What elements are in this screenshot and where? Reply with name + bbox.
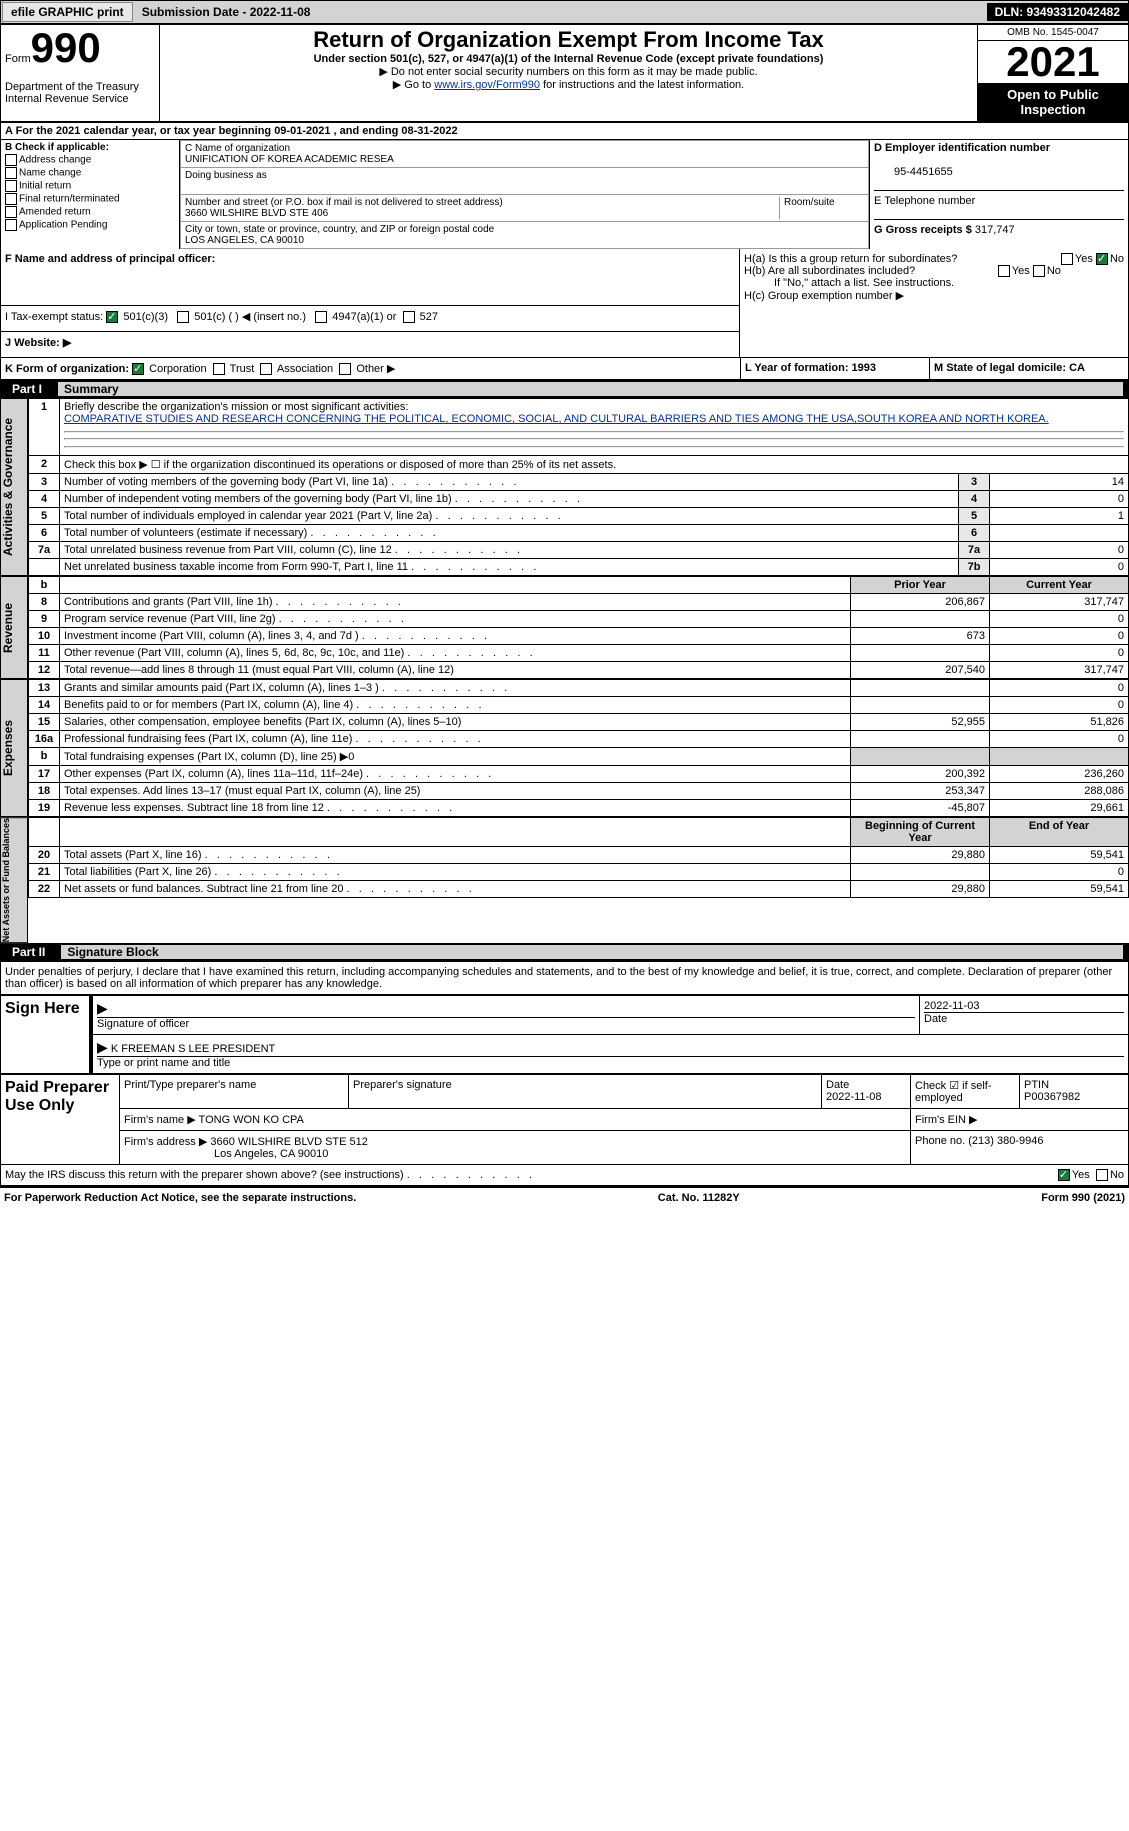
form-subtitle: Under section 501(c), 527, or 4947(a)(1)… (164, 53, 973, 65)
side-activities: Activities & Governance (0, 398, 28, 576)
irs-link[interactable]: www.irs.gov/Form990 (434, 79, 540, 91)
efile-button[interactable]: efile GRAPHIC print (2, 2, 133, 22)
form-label: Form (5, 53, 31, 65)
section-a: A For the 2021 calendar year, or tax yea… (0, 122, 1129, 140)
discuss-row: May the IRS discuss this return with the… (0, 1165, 1129, 1186)
b-checklist: Address change Name change Initial retur… (5, 154, 175, 231)
declaration: Under penalties of perjury, I declare th… (0, 961, 1129, 995)
section-h: H(a) Is this a group return for subordin… (739, 249, 1128, 357)
side-net-assets: Net Assets or Fund Balances (0, 817, 28, 943)
footer-right: Form 990 (2021) (1041, 1192, 1125, 1204)
mission-text[interactable]: COMPARATIVE STUDIES AND RESEARCH CONCERN… (64, 413, 1049, 425)
section-f: F Name and address of principal officer:… (1, 249, 739, 357)
paid-preparer: Paid Preparer Use Only (1, 1075, 120, 1165)
section-c: C Name of organizationUNIFICATION OF KOR… (180, 140, 870, 249)
section-l: L Year of formation: 1993 (740, 358, 929, 379)
form-number: 990 (31, 24, 101, 71)
note-ssn: ▶ Do not enter social security numbers o… (164, 65, 973, 78)
section-de: D Employer identification number 95-4451… (870, 140, 1128, 249)
form-title: Return of Organization Exempt From Incom… (164, 27, 973, 53)
section-m: M State of legal domicile: CA (929, 358, 1128, 379)
dln: DLN: 93493312042482 (987, 3, 1128, 21)
submission-date: Submission Date - 2022-11-08 (134, 3, 319, 21)
irs-label: Internal Revenue Service (5, 93, 129, 105)
part1-header: Part ISummary (0, 380, 1129, 398)
part2-header: Part IISignature Block (0, 943, 1129, 961)
section-k: K Form of organization: Corporation Trus… (1, 358, 740, 379)
tax-year: 2021 (978, 41, 1128, 83)
sign-here: Sign Here (1, 996, 92, 1074)
footer-cat: Cat. No. 11282Y (658, 1192, 740, 1204)
footer-left: For Paperwork Reduction Act Notice, see … (4, 1192, 356, 1204)
dept-treasury: Department of the Treasury (5, 81, 139, 93)
note-goto: ▶ Go to www.irs.gov/Form990 for instruct… (164, 78, 973, 91)
form-header: Form990 Department of the Treasury Inter… (0, 24, 1129, 122)
open-to-public: Open to Public Inspection (978, 83, 1128, 121)
topbar: efile GRAPHIC print Submission Date - 20… (0, 0, 1129, 24)
side-expenses: Expenses (0, 679, 28, 817)
section-b: B Check if applicable: Address change Na… (1, 140, 180, 249)
side-revenue: Revenue (0, 576, 28, 679)
